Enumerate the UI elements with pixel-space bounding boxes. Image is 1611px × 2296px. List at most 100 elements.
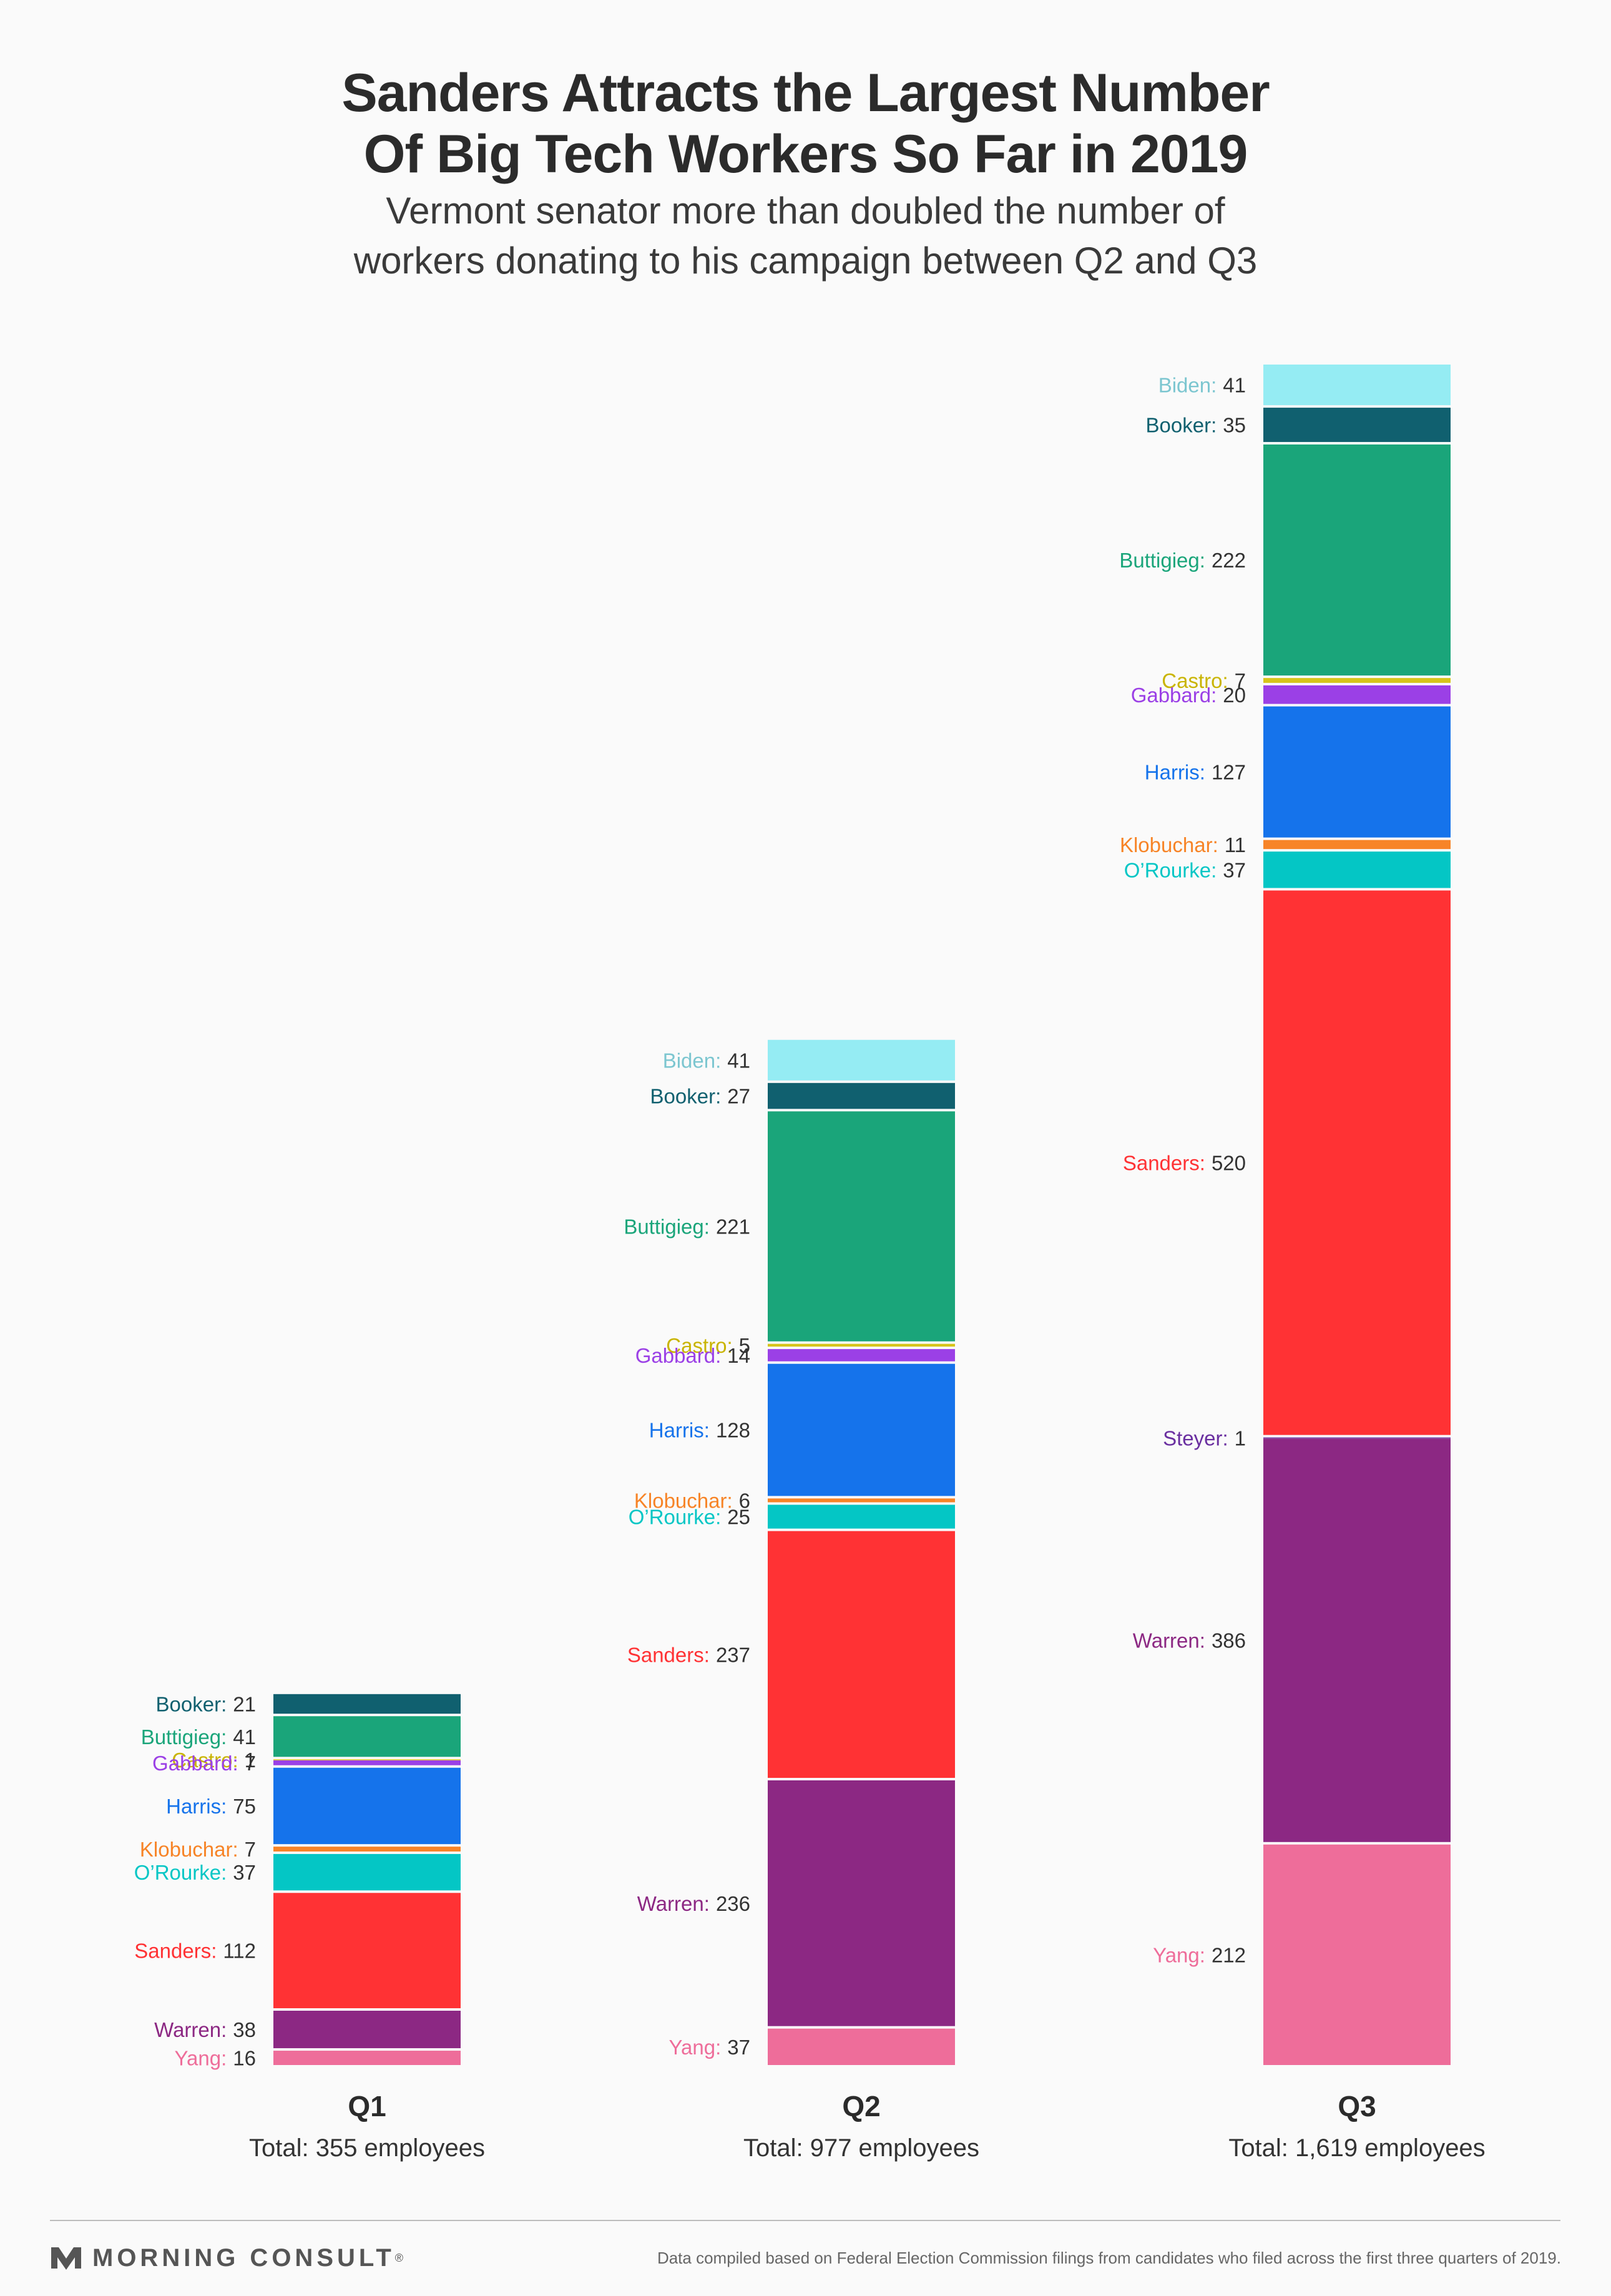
segment-label-q1-sanders: Sanders: 112 (134, 1940, 256, 1963)
segment-label-name: Castro: (172, 1749, 238, 1772)
segment-label-name: Harris: (649, 1419, 710, 1442)
segment-label-q2-klobuchar: Klobuchar: 6 (634, 1489, 750, 1512)
bar-segment-q1-yang (273, 2051, 461, 2065)
segment-label-q3-buttigieg: Buttigieg: 222 (1119, 549, 1246, 572)
segment-label-q2-sanders: Sanders: 237 (627, 1643, 750, 1666)
segment-label-value: 41 (727, 1049, 750, 1072)
segment-label-name: Warren: (637, 1892, 710, 1915)
segment-label-q3-yang: Yang: 212 (1153, 1943, 1246, 1966)
bar-segment-q1-booker (273, 1694, 461, 1714)
category-label-q1: Q1 (348, 2090, 386, 2122)
bar-segment-q1-buttigieg (273, 1716, 461, 1757)
segment-label-name: Booker: (1146, 414, 1217, 437)
segment-label-name: Klobuchar: (140, 1838, 238, 1861)
bar-segment-q3-booker (1263, 408, 1451, 443)
subtitle-line-1: Vermont senator more than doubled the nu… (386, 190, 1225, 232)
segment-label-q1-buttigieg: Buttigieg: 41 (141, 1725, 256, 1749)
bar-segment-q3-yang (1263, 1844, 1451, 2065)
segment-label-q2-harris: Harris: 128 (649, 1419, 750, 1442)
segment-label-value: 41 (233, 1725, 256, 1749)
segment-label-q1-orourke: O’Rourke: 37 (134, 1861, 256, 1884)
segment-label-value: 14 (727, 1344, 750, 1367)
segment-label-value: 5 (739, 1334, 750, 1357)
segment-label-name: Buttigieg: (141, 1725, 227, 1749)
segment-label-q3-harris: Harris: 127 (1145, 761, 1246, 784)
segment-label-q1-warren: Warren: 38 (154, 2018, 256, 2041)
segment-label-q1-gabbard: Gabbard: 7 (152, 1752, 256, 1775)
segment-label-name: Buttigieg: (624, 1215, 710, 1239)
segment-label-q2-buttigieg: Buttigieg: 221 (624, 1215, 750, 1239)
bar-segment-q2-biden (768, 1039, 955, 1081)
bar-segment-q1-klobuchar (273, 1847, 461, 1852)
total-label-q3: Total: 1,619 employees (1228, 2134, 1485, 2162)
bar-segment-q3-buttigieg (1263, 444, 1451, 676)
segment-label-value: 212 (1212, 1943, 1246, 1966)
segment-label-value: 7 (245, 1752, 256, 1775)
bar-segment-q2-gabbard (768, 1349, 955, 1361)
brand-logo: MORNING CONSULT ® (50, 2242, 403, 2274)
segment-label-q2-yang: Yang: 37 (668, 2036, 750, 2059)
segment-label-q3-steyer: Steyer: 1 (1163, 1426, 1246, 1450)
segment-label-value: 236 (716, 1892, 750, 1915)
segment-label-name: O’Rourke: (134, 1861, 227, 1884)
segment-label-name: Sanders: (134, 1940, 217, 1963)
segment-label-value: 222 (1212, 549, 1246, 572)
segment-label-value: 38 (233, 2018, 256, 2041)
segment-label-value: 41 (1223, 374, 1246, 397)
bar-segment-q1-warren (273, 2011, 461, 2049)
segment-label-name: Gabbard: (635, 1344, 722, 1367)
segment-label-value: 21 (233, 1693, 256, 1716)
segment-label-name: Harris: (166, 1795, 227, 1818)
segment-label-value: 6 (739, 1489, 750, 1512)
source-footnote: Data compiled based on Federal Election … (657, 2249, 1561, 2267)
title-line-2: Of Big Tech Workers So Far in 2019 (363, 124, 1248, 184)
segment-label-value: 7 (245, 1838, 256, 1861)
brand-name: MORNING CONSULT (92, 2244, 395, 2272)
segment-label-name: O’Rourke: (1124, 858, 1217, 881)
segment-label-value: 237 (716, 1643, 750, 1666)
bar-segment-q3-orourke (1263, 851, 1451, 888)
segment-label-name: Warren: (1133, 1629, 1205, 1652)
segment-label-name: Yang: (174, 2047, 227, 2070)
segment-label-name: Biden: (1158, 374, 1217, 397)
segment-label-value: 27 (727, 1085, 750, 1108)
footer-divider (50, 2220, 1560, 2221)
segment-label-name: Klobuchar: (634, 1489, 733, 1512)
segment-label-name: Buttigieg: (1119, 549, 1205, 572)
segment-label-q3-orourke: O’Rourke: 37 (1124, 858, 1246, 881)
bar-segment-q2-warren (768, 1780, 955, 2026)
segment-label-name: O’Rourke: (629, 1506, 722, 1529)
segment-label-value: 112 (223, 1940, 256, 1963)
segment-label-value: 25 (727, 1506, 750, 1529)
segment-label-q1-harris: Harris: 75 (166, 1795, 256, 1818)
segment-label-q3-warren: Warren: 386 (1133, 1629, 1246, 1652)
title-line-1: Sanders Attracts the Largest Number (341, 63, 1270, 123)
bar-segment-q3-biden (1263, 364, 1451, 406)
bar-segment-q3-warren (1263, 1438, 1451, 1842)
segment-label-name: Castro: (1162, 669, 1228, 692)
segment-label-name: Booker: (650, 1085, 722, 1108)
bar-segment-q2-harris (768, 1363, 955, 1496)
segment-label-value: 37 (727, 2036, 750, 2059)
segment-label-value: 520 (1212, 1152, 1246, 1175)
bar-segment-q2-orourke (768, 1504, 955, 1529)
segment-label-q1-klobuchar: Klobuchar: 7 (140, 1838, 256, 1861)
segment-label-name: Yang: (668, 2036, 721, 2059)
total-label-q2: Total: 977 employees (743, 2134, 979, 2162)
chart-title: Sanders Attracts the Largest Number Of B… (0, 62, 1611, 185)
bar-segment-q2-yang (768, 2028, 955, 2065)
segment-label-value: 11 (1225, 833, 1246, 856)
bar-segment-q2-booker (768, 1082, 955, 1109)
bar-segment-q1-harris (273, 1767, 461, 1845)
bar-segment-q1-sanders (273, 1893, 461, 2009)
bar-segment-q3-steyer (1263, 1437, 1451, 1439)
segment-label-value: 75 (233, 1795, 256, 1818)
segment-label-q2-warren: Warren: 236 (637, 1892, 750, 1915)
segment-label-name: Booker: (156, 1693, 227, 1716)
bar-segment-q2-sanders (768, 1531, 955, 1778)
segment-label-q2-castro: Castro: 5 (666, 1334, 750, 1357)
segment-label-name: Steyer: (1163, 1426, 1228, 1450)
